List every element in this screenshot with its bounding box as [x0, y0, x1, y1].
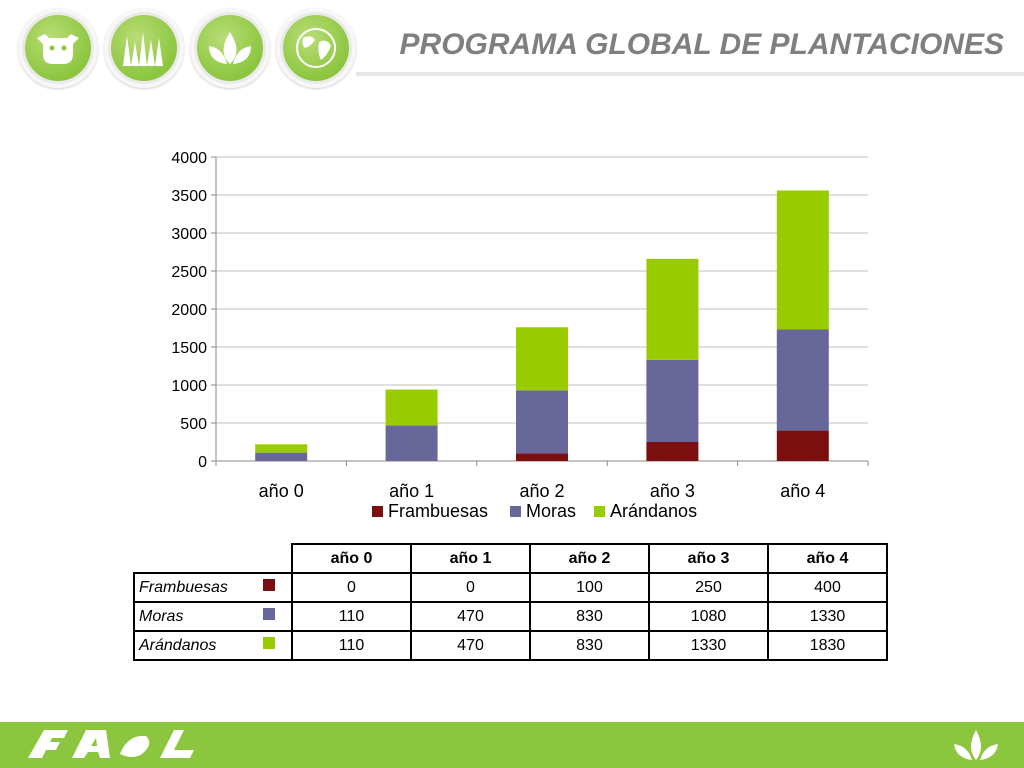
bar-segment-frambuesas [776, 430, 829, 461]
row-label: Arándanos [133, 630, 293, 661]
x-tick-label: año 3 [650, 481, 695, 501]
table-cell: 470 [410, 601, 531, 632]
leaf-logo-icon [954, 730, 998, 760]
table-header: año 2 [529, 543, 650, 574]
legend-swatch-arandanos [263, 637, 275, 649]
table-cell: 470 [410, 630, 531, 661]
data-table: año 0 año 1 año 2 año 3 año 4 Frambuesas… [133, 543, 888, 661]
legend-label: Frambuesas [388, 501, 488, 521]
row-label-text: Frambuesas [139, 578, 228, 596]
table-cell: 0 [291, 572, 412, 603]
y-tick-label: 2500 [171, 264, 207, 281]
y-tick-label: 3500 [171, 188, 207, 205]
legend-label: Arándanos [610, 501, 697, 521]
legend-swatch [594, 506, 605, 517]
bar-segment-arndanos [776, 190, 829, 330]
table-cell: 1080 [648, 601, 769, 632]
x-tick-label: año 0 [259, 481, 304, 501]
brand-logo-icon [28, 730, 194, 758]
footer-bar [0, 722, 1024, 768]
table-cell: 830 [529, 601, 650, 632]
bar-segment-arndanos [385, 389, 438, 426]
table-cell: 110 [291, 601, 412, 632]
y-tick-label: 1500 [171, 340, 207, 357]
page-title: PROGRAMA GLOBAL DE PLANTACIONES [399, 28, 1004, 61]
legend-swatch-moras [263, 608, 275, 620]
legend-swatch [510, 506, 521, 517]
header-icons [18, 8, 358, 92]
bar-segment-moras [255, 452, 308, 461]
grass-icon [104, 8, 184, 88]
row-label-text: Moras [139, 607, 184, 625]
table-cell: 830 [529, 630, 650, 661]
table-cell: 250 [648, 572, 769, 603]
bar-segment-moras [776, 329, 829, 431]
y-tick-label: 4000 [171, 150, 207, 167]
y-tick-label: 1000 [171, 378, 207, 395]
table-cell: 110 [291, 630, 412, 661]
table-cell: 1330 [648, 630, 769, 661]
globe-icon [276, 8, 356, 88]
table-row: Frambuesas 0 0 100 250 400 [133, 572, 888, 603]
table-cell: 0 [410, 572, 531, 603]
table-header: año 4 [767, 543, 888, 574]
row-label-text: Arándanos [139, 636, 217, 654]
y-tick-label: 500 [180, 416, 207, 433]
bar-segment-moras [646, 359, 699, 442]
table-header-row: año 0 año 1 año 2 año 3 año 4 [134, 543, 888, 574]
row-label: Frambuesas [133, 572, 293, 603]
table-header: año 3 [648, 543, 769, 574]
bar-segment-frambuesas [516, 453, 568, 461]
x-tick-label: año 1 [389, 481, 434, 501]
bar-segment-arndanos [255, 444, 308, 453]
stacked-bar-chart: 0 500 1000 1500 2000 2500 3000 3500 4000 año 0 año… [171, 150, 869, 521]
table-corner [134, 544, 292, 573]
table-header: año 1 [410, 543, 531, 574]
table-cell: 400 [767, 572, 888, 603]
table-row: Arándanos 110 470 830 1330 1830 [133, 630, 888, 661]
title-divider [356, 72, 1024, 76]
table-header: año 0 [291, 543, 412, 574]
bar-segment-frambuesas [646, 442, 699, 461]
table-cell: 1830 [767, 630, 888, 661]
leaf-icon [190, 8, 270, 88]
legend-swatch-frambuesas [263, 579, 275, 591]
bar-segment-arndanos [516, 327, 568, 391]
row-label: Moras [133, 601, 293, 632]
table-cell: 100 [529, 572, 650, 603]
bar-segment-moras [516, 390, 568, 454]
legend-label: Moras [526, 501, 576, 521]
x-tick-label: año 2 [519, 481, 564, 501]
table-cell: 1330 [767, 601, 888, 632]
bar-segment-arndanos [646, 258, 699, 360]
y-tick-label: 0 [198, 454, 207, 471]
y-tick-label: 3000 [171, 226, 207, 243]
table-row: Moras 110 470 830 1080 1330 [133, 601, 888, 632]
legend-swatch [372, 506, 383, 517]
cow-icon [18, 8, 98, 88]
x-tick-label: año 4 [780, 481, 825, 501]
bar-segment-moras [385, 425, 438, 461]
y-tick-label: 2000 [171, 302, 207, 319]
